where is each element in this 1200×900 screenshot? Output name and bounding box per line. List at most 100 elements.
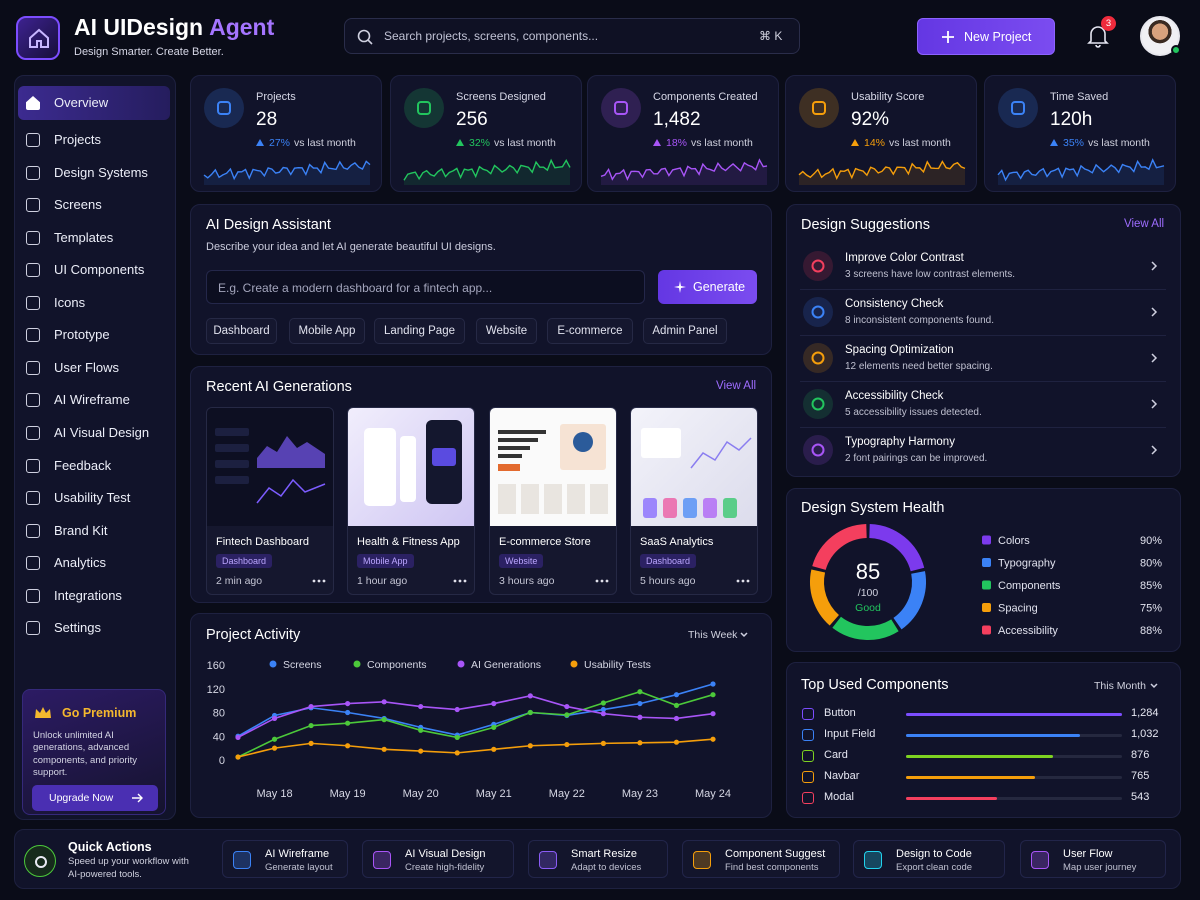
series-point <box>637 700 643 707</box>
stat-change-value: 27% <box>269 137 291 149</box>
quick-action[interactable]: AI Wireframe Generate layout <box>222 840 348 878</box>
components-period[interactable]: This Month <box>1094 680 1146 692</box>
arrow-icon <box>132 793 143 803</box>
y-tick-label: 160 <box>207 660 225 672</box>
suggestions-view-all[interactable]: View All <box>1124 218 1165 230</box>
nav-item[interactable]: Icons <box>54 294 86 310</box>
stat-change: 27% vs last month <box>256 137 356 149</box>
nav-item[interactable]: Templates <box>54 229 114 245</box>
nav-item[interactable]: Overview <box>54 95 109 110</box>
chip[interactable]: Website <box>476 318 537 344</box>
glyph <box>811 351 825 365</box>
sparkline-line <box>798 160 966 181</box>
health-value: 80% <box>1140 558 1162 570</box>
series-line <box>237 695 714 739</box>
quick-actions-title: Quick Actions <box>68 840 152 854</box>
glyph <box>811 443 825 457</box>
quick-action[interactable]: User Flow Map user journey <box>1020 840 1166 878</box>
nav-item[interactable]: Settings <box>54 620 101 636</box>
series-line <box>237 738 714 758</box>
nav-item[interactable]: AI Wireframe <box>54 392 130 408</box>
suggestion-icon <box>803 435 833 465</box>
nav-item[interactable]: Integrations <box>54 587 122 603</box>
generation-name: Health & Fitness App <box>357 536 460 548</box>
chip[interactable]: Landing Page <box>374 318 465 344</box>
chevron <box>740 632 748 638</box>
nav-item[interactable]: Design Systems <box>54 164 148 180</box>
chip[interactable]: Admin Panel <box>643 318 727 344</box>
health-name: Components <box>998 580 1061 592</box>
health-name: Colors <box>998 535 1030 547</box>
nav-item[interactable]: Screens <box>54 197 102 213</box>
glyph <box>614 101 628 115</box>
series-point <box>454 734 460 741</box>
suggestion-title[interactable]: Consistency Check <box>845 298 944 310</box>
nav-icon <box>26 458 40 473</box>
health-chart: Colors 90% Typography 80% Components 85% Spaci… <box>810 524 1162 640</box>
nav-item[interactable]: Feedback <box>54 457 112 473</box>
quick-action[interactable]: Smart Resize Adapt to devices <box>528 840 668 878</box>
nav-icon <box>26 133 40 147</box>
nav-icon <box>26 165 40 180</box>
quick-action[interactable]: Component Suggest Find best components <box>682 840 840 878</box>
series-point <box>673 715 680 722</box>
glyph <box>1011 101 1025 115</box>
upgrade-button[interactable]: Upgrade Now <box>32 785 158 811</box>
nav-item[interactable]: Projects <box>54 132 101 147</box>
recent-view-all[interactable]: View All <box>716 380 757 392</box>
quick-action[interactable]: Design to Code Export clean code <box>853 840 1005 878</box>
art <box>215 476 249 484</box>
generation-card[interactable]: Health & Fitness App Mobile App 1 hour ago <box>347 407 475 595</box>
stat-icon <box>204 88 244 128</box>
generate-button[interactable]: Generate <box>658 270 757 304</box>
series-point <box>454 750 460 756</box>
prompt-input[interactable]: E.g. Create a modern dashboard for a fin… <box>206 270 645 304</box>
quick-action-description: Export clean code <box>896 862 973 873</box>
component-name: Button <box>824 707 856 719</box>
series-point <box>345 709 351 716</box>
chart-period[interactable]: This Week <box>688 629 738 641</box>
suggestion-title[interactable]: Accessibility Check <box>845 390 944 402</box>
component-icon <box>802 792 814 804</box>
component-name: Card <box>824 749 848 761</box>
art <box>663 498 677 518</box>
health-max: /100 <box>858 587 879 599</box>
art <box>498 430 546 434</box>
nav-item[interactable]: AI Visual Design <box>54 424 150 440</box>
quick-actions-icon <box>24 845 56 877</box>
suggestion-title[interactable]: Spacing Optimization <box>845 344 954 356</box>
avatar[interactable] <box>1140 16 1180 56</box>
chip[interactable]: E-commerce <box>547 318 633 344</box>
glyph <box>35 856 47 868</box>
stat-change-value: 18% <box>666 137 688 149</box>
suggestion-title[interactable]: Typography Harmony <box>845 436 955 448</box>
series-point <box>308 722 314 729</box>
nav-item[interactable]: UI Components <box>54 262 145 278</box>
generation-card[interactable]: Fintech Dashboard Dashboard 2 min ago <box>206 407 334 595</box>
series-point <box>710 692 716 698</box>
nav-item[interactable]: Brand Kit <box>54 522 108 538</box>
nav-item[interactable]: Prototype <box>54 327 110 343</box>
stat-change-value: 35% <box>1063 137 1085 149</box>
suggestion-title[interactable]: Improve Color Contrast <box>845 252 964 264</box>
nav-item[interactable]: User Flows <box>54 359 120 375</box>
nav-item[interactable]: Analytics <box>54 555 107 571</box>
nav-item[interactable]: Usability Test <box>54 490 131 506</box>
chip[interactable]: Dashboard <box>206 318 277 344</box>
generation-card[interactable]: SaaS Analytics Dashboard 5 hours ago <box>630 407 758 595</box>
search-box[interactable]: Search projects, screens, components... ⌘… <box>344 18 800 54</box>
quick-action[interactable]: AI Visual Design Create high-fidelity <box>362 840 514 878</box>
thumbnail <box>207 408 333 526</box>
crown-glyph <box>35 707 51 718</box>
generation-card[interactable]: E-commerce Store Website 3 hours ago <box>489 407 617 595</box>
quick-action-title: Smart Resize <box>571 848 638 860</box>
chip[interactable]: Mobile App <box>289 318 365 344</box>
stat-card <box>190 75 382 192</box>
notification-badge[interactable]: 3 <box>1101 16 1116 31</box>
health-value: 90% <box>1140 535 1162 547</box>
new-project-button[interactable]: New Project <box>917 18 1055 55</box>
series-point <box>418 703 424 710</box>
series-point <box>710 711 716 717</box>
arrow-glyph <box>132 793 143 803</box>
health-value: 85% <box>1140 580 1162 592</box>
